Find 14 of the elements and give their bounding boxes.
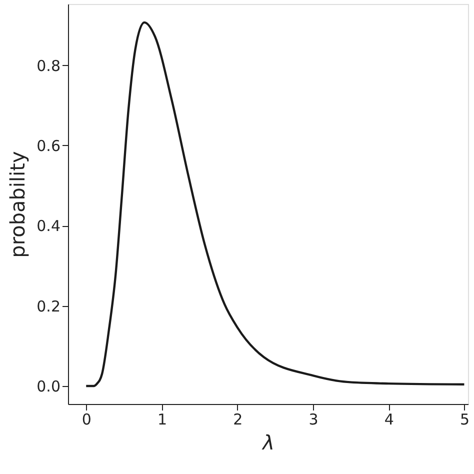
x-tick-label: 5	[460, 410, 470, 428]
x-tick-label: 3	[308, 410, 318, 428]
line-series	[85, 21, 466, 388]
x-tick-label: 4	[384, 410, 394, 428]
x-tick-label: 0	[82, 410, 92, 428]
y-tick-label: 0.0	[36, 377, 60, 396]
y-tick-label: 0.4	[36, 217, 60, 236]
x-tick-label: 2	[233, 410, 243, 428]
x-tick-label: 1	[157, 410, 168, 428]
y-tick-label: 0.8	[36, 56, 60, 75]
y-tick-label: 0.6	[36, 136, 60, 155]
y-tick-label: 0.2	[36, 297, 60, 316]
x-axis-title: λ	[262, 430, 274, 454]
y-axis-title: probability	[6, 150, 30, 258]
